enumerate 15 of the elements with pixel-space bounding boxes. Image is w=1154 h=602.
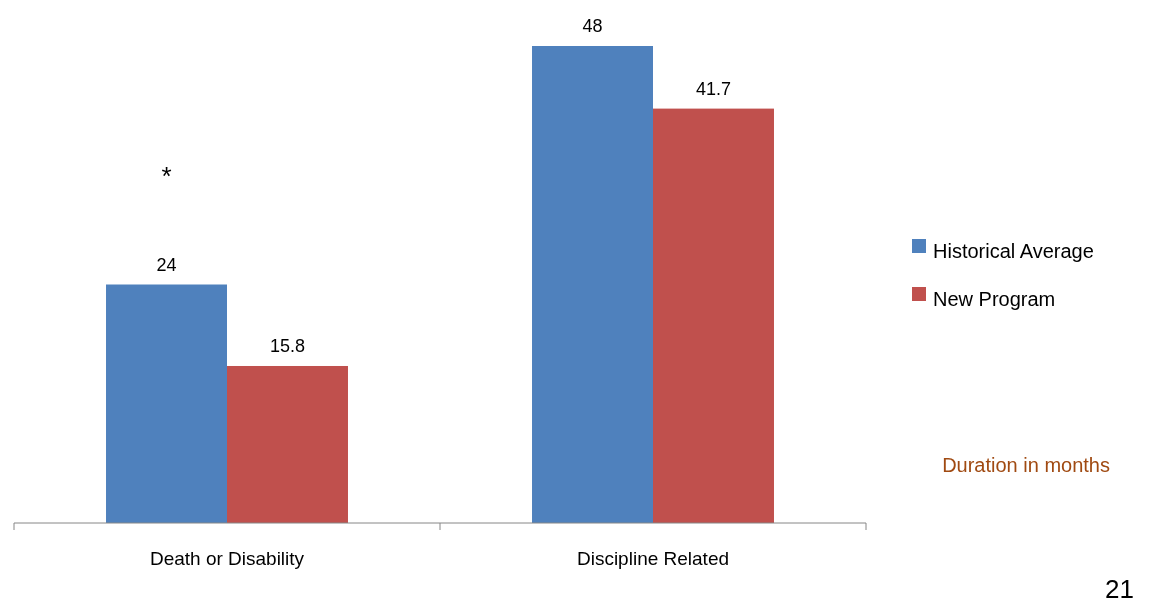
text: 21 <box>1105 574 1134 602</box>
bar <box>532 46 653 523</box>
data-label: 48 <box>582 16 603 36</box>
legend-label: New Program <box>933 288 1056 311</box>
data-label: 15.8 <box>269 335 306 356</box>
text: Duration in months <box>942 454 1110 476</box>
annotation: * <box>161 161 172 191</box>
data-label: 24 <box>156 254 177 275</box>
bar <box>106 284 227 523</box>
x-tick-label: Discipline Related <box>576 548 730 569</box>
bar <box>227 365 348 523</box>
data-label: 41.7 <box>695 78 732 99</box>
x-tick-label: Death or Disability <box>149 548 305 569</box>
legend-label: Historical Average <box>933 240 1094 263</box>
bar <box>653 108 774 523</box>
